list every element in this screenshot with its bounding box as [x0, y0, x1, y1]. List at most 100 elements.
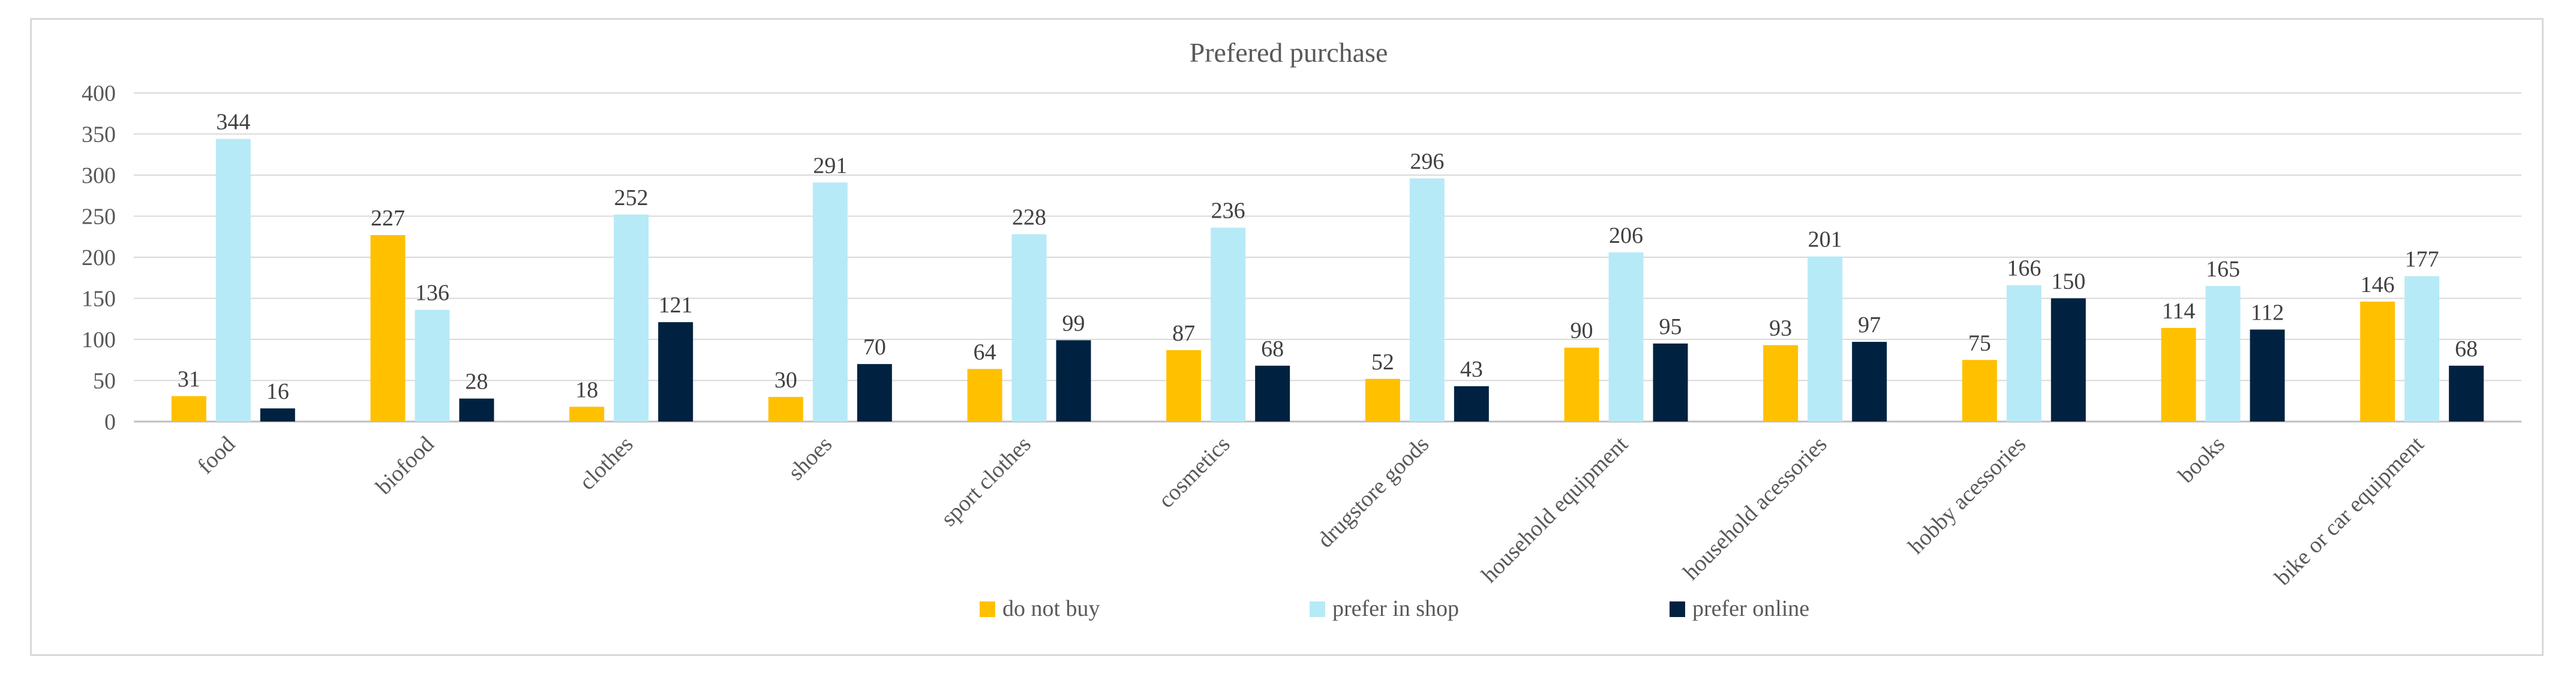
data-label: 99: [1062, 311, 1085, 336]
bar: [569, 407, 605, 422]
bar: [2006, 285, 2041, 422]
data-label: 165: [2206, 257, 2240, 282]
x-tick-label: food: [193, 432, 240, 479]
x-tick-label: books: [2173, 432, 2230, 488]
y-tick-label: 150: [82, 287, 116, 312]
data-label: 16: [266, 379, 289, 404]
y-tick-label: 200: [82, 245, 116, 270]
data-label: 90: [1571, 318, 1593, 344]
bar: [415, 309, 450, 422]
chart-frame: Prefered purchase 0 50 100 150 200 250 300 350 4…: [30, 18, 2544, 656]
data-label: 291: [813, 153, 847, 178]
data-label: 43: [1460, 357, 1483, 382]
data-label: 201: [1808, 227, 1842, 252]
data-label: 68: [1261, 336, 1284, 362]
data-label: 206: [1609, 223, 1643, 248]
data-label: 252: [614, 185, 648, 210]
bar: [1365, 378, 1400, 422]
data-label: 146: [2361, 272, 2395, 297]
x-tick-label: biofood: [371, 432, 439, 500]
data-label: 52: [1371, 350, 1394, 375]
data-label: 97: [1858, 312, 1881, 338]
legend-swatch: [1310, 601, 1325, 617]
data-label: 70: [863, 335, 886, 360]
data-label: 31: [178, 367, 200, 392]
bar: [2250, 329, 2285, 422]
data-label: 177: [2405, 247, 2439, 272]
data-label: 30: [774, 368, 797, 393]
bar: [857, 364, 892, 422]
x-tick-label: sport clothes: [936, 432, 1036, 531]
x-tick-label: hobby acessories: [1904, 432, 2031, 559]
x-tick-label: household equipment: [1477, 431, 1634, 588]
bar: [1653, 343, 1688, 422]
data-label: 121: [659, 293, 693, 318]
x-tick-label: household acessories: [1679, 432, 1832, 585]
bar: [614, 214, 649, 422]
data-label: 64: [974, 339, 996, 365]
x-tick-label: cosmetics: [1154, 432, 1235, 513]
data-label: 136: [415, 281, 449, 306]
bar: [658, 322, 693, 422]
x-tick-label: clothes: [575, 432, 638, 495]
bar: [2360, 301, 2395, 422]
y-tick-label: 50: [93, 369, 116, 394]
y-tick-label: 100: [82, 327, 116, 353]
data-label: 150: [2051, 269, 2085, 294]
y-tick-label: 400: [82, 81, 116, 106]
bar: [2449, 365, 2484, 422]
bar: [1564, 347, 1599, 422]
data-label: 87: [1172, 321, 1195, 346]
bar: [260, 408, 295, 422]
bar: [1608, 252, 1644, 422]
data-label: 114: [2162, 299, 2196, 324]
bar: [370, 235, 406, 422]
bar: [1763, 345, 1799, 422]
data-label: 28: [466, 369, 488, 395]
y-tick-label: 250: [82, 204, 116, 230]
data-label: 68: [2455, 336, 2478, 362]
bar: [1808, 256, 1843, 422]
data-label: 18: [575, 377, 598, 402]
bar: [2050, 298, 2086, 422]
data-label: 112: [2251, 300, 2284, 326]
bar: [1454, 386, 1489, 422]
bar: [2404, 276, 2440, 422]
bar: [171, 396, 206, 422]
legend-swatch: [1670, 601, 1685, 617]
y-tick-label: 0: [104, 410, 116, 435]
bar: [812, 182, 848, 422]
bar: [1962, 360, 1997, 422]
y-tick-label: 350: [82, 122, 116, 148]
data-label: 296: [1410, 149, 1444, 174]
x-tick-label: bike or car equipment: [2270, 431, 2429, 590]
x-tick-label: drugstore goods: [1313, 432, 1434, 553]
bar: [1409, 178, 1445, 422]
bar: [1166, 350, 1202, 422]
bar: [1011, 234, 1047, 422]
data-label: 227: [371, 206, 405, 231]
legend-label: prefer in shop: [1332, 596, 1459, 621]
bar: [768, 396, 803, 422]
data-label: 236: [1211, 198, 1245, 224]
y-tick-label: 300: [82, 163, 116, 188]
data-label: 166: [2007, 256, 2041, 281]
bar: [459, 398, 494, 422]
bar: [215, 139, 251, 422]
bar: [1852, 342, 1887, 422]
data-label: 93: [1769, 316, 1792, 341]
legend-label: prefer online: [1692, 596, 1809, 621]
legend-swatch: [980, 601, 995, 617]
bar-chart: Prefered purchase 0 50 100 150 200 250 300 350 4…: [82, 37, 2521, 621]
data-label: 95: [1659, 314, 1682, 339]
bar: [1255, 365, 1290, 422]
bar: [1056, 340, 1091, 422]
data-label: 75: [1968, 330, 1991, 356]
chart-title: Prefered purchase: [1190, 37, 1388, 68]
legend-label: do not buy: [1002, 596, 1100, 621]
bar: [2161, 327, 2196, 422]
bar: [2205, 285, 2241, 422]
data-label: 344: [216, 110, 250, 135]
bar: [1211, 227, 1246, 422]
x-tick-label: shoes: [783, 432, 837, 485]
